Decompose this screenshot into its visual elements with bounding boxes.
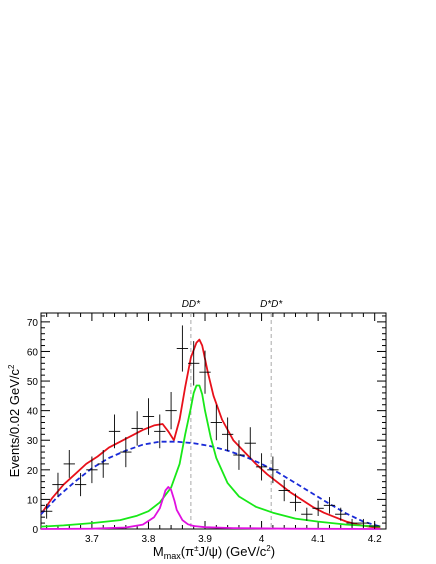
data-point [289,493,302,512]
y-tick-label: 50 [27,377,39,388]
data-point [301,507,313,521]
y-axis-label: Events/0.02 GeV/c2 [7,364,22,477]
data-point [74,473,87,497]
y-tick-label: 70 [27,318,39,329]
data-point [142,398,155,435]
y-tick-label: 40 [27,407,39,418]
data-point [369,523,381,529]
data-point [210,404,222,441]
data-point [244,427,256,460]
data-point [188,341,200,386]
x-tick-label: 4.1 [311,534,325,545]
x-tick-label: 4.2 [368,534,382,545]
data-point [323,497,336,514]
fit-curve-3 [40,384,381,528]
threshold-layer: DD* D*D* [182,299,283,529]
data-points [41,325,381,529]
data-point [120,436,132,468]
data-point [346,518,358,528]
data-point [267,456,279,484]
axis-ticks: 3.7 3.8 3.9 4 4.1 4.2 0 10 20 30 40 50 60 70 [27,313,387,545]
x-tick-label: 3.8 [142,534,156,545]
y-tick-label: 30 [27,436,39,447]
data-point [335,507,347,521]
y-tick-label: 0 [32,525,38,536]
x-axis-label: Mmax(π±J/ψ) (GeV/c2) [153,544,275,561]
data-point [154,414,166,449]
data-point [52,472,64,497]
data-point [131,411,143,446]
data-point [86,456,98,484]
data-point [108,414,121,449]
data-point [233,440,245,470]
y-tick-label: 10 [27,495,39,506]
data-point [199,350,211,394]
threshold-label: DD* [182,299,201,310]
x-tick-label: 3.9 [198,534,212,545]
data-point [312,500,324,516]
data-point [357,518,370,528]
y-tick-label: 20 [27,466,39,477]
data-point [176,325,189,372]
fit-curve-4 [40,486,381,530]
threshold-label: D*D* [260,299,283,310]
plot-frame [40,312,387,530]
data-point [165,392,177,430]
data-point [63,449,75,478]
fit-curves [40,338,381,530]
data-point [221,417,234,452]
fit-curve-2 [40,440,381,528]
data-point [278,479,290,502]
x-tick-label: 4 [259,534,265,545]
y-tick-label: 60 [27,347,39,358]
data-point [97,449,109,478]
fit-curve-1 [40,338,381,529]
data-point [255,453,268,481]
x-tick-label: 3.7 [85,534,99,545]
data-point [41,503,53,519]
